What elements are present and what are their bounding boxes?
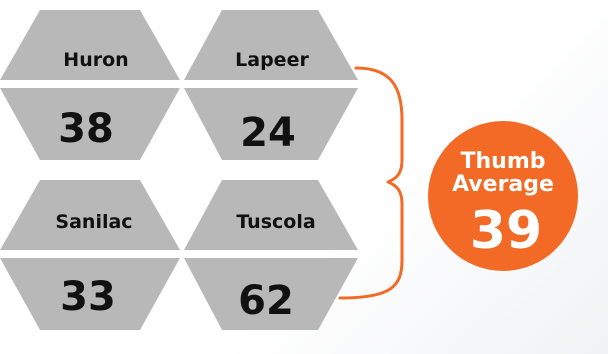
curly-brace bbox=[338, 66, 404, 300]
county-hex-lapeer: Lapeer 24 bbox=[184, 10, 358, 160]
county-name: Lapeer bbox=[235, 49, 309, 71]
hex-bottom-half bbox=[0, 258, 180, 330]
hex-top-half bbox=[0, 10, 180, 80]
hex-top-half bbox=[0, 180, 180, 250]
county-name: Huron bbox=[63, 49, 128, 71]
hex-bottom-half bbox=[0, 88, 180, 160]
hex-top-half bbox=[184, 180, 358, 250]
county-value: 33 bbox=[60, 274, 116, 320]
average-value: 39 bbox=[470, 201, 542, 261]
county-value: 62 bbox=[238, 278, 294, 324]
hex-top-half bbox=[184, 10, 358, 80]
county-hex-huron: Huron 38 bbox=[0, 10, 180, 160]
county-name: Tuscola bbox=[236, 211, 315, 233]
county-hex-sanilac: Sanilac 33 bbox=[0, 180, 180, 330]
average-circle bbox=[428, 121, 578, 271]
average-label-line2: Average bbox=[452, 172, 554, 197]
hex-bottom-half bbox=[184, 258, 358, 330]
average-badge: Thumb Average 39 bbox=[428, 121, 578, 271]
hex-bottom-half bbox=[184, 88, 358, 160]
county-value: 38 bbox=[58, 106, 114, 152]
county-hex-tuscola: Tuscola 62 bbox=[184, 180, 358, 330]
county-name: Sanilac bbox=[55, 211, 132, 233]
county-value: 24 bbox=[240, 110, 296, 156]
average-label-line1: Thumb bbox=[460, 149, 545, 174]
